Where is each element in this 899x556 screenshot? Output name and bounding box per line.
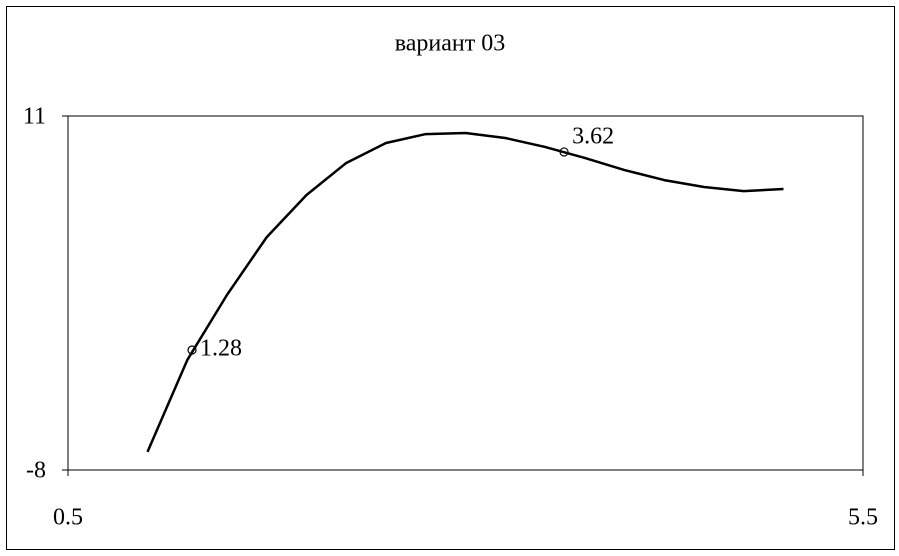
point-label: 3.62: [572, 123, 614, 149]
point-marker: [187, 345, 197, 355]
x-tick-label: 5.5: [848, 505, 878, 531]
chart-border: [6, 6, 895, 550]
y-tick-label: 11: [23, 104, 46, 130]
point-label: 1.28: [200, 336, 242, 362]
x-tick-label: 0.5: [53, 505, 83, 531]
y-tick-label: -8: [26, 458, 46, 484]
line-series: [146, 131, 784, 453]
plot-area: [67, 115, 864, 471]
point-marker: [559, 147, 569, 157]
chart-title: вариант 03: [395, 31, 506, 57]
